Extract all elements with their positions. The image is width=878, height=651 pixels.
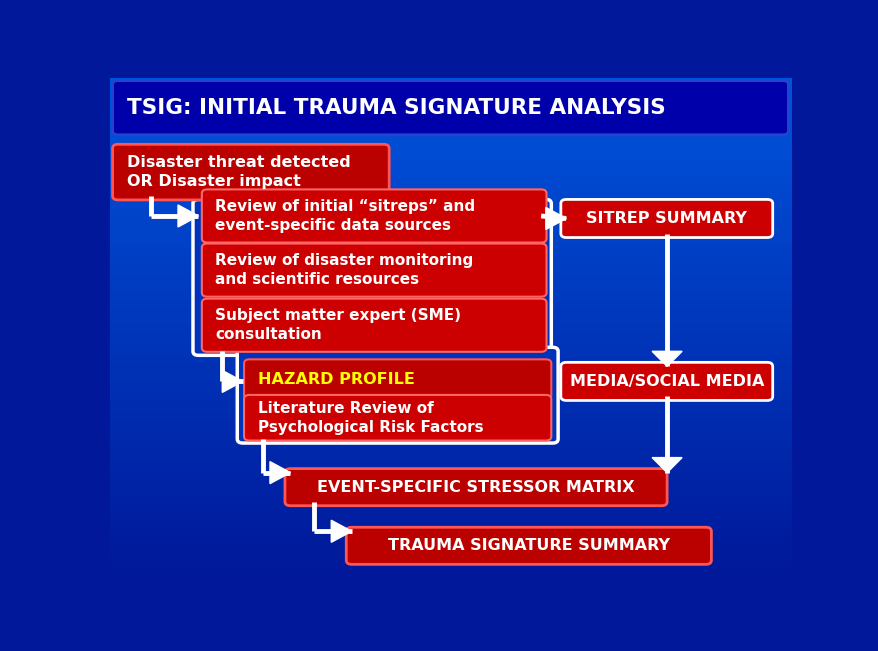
Polygon shape — [545, 208, 565, 230]
FancyBboxPatch shape — [244, 359, 551, 399]
Polygon shape — [331, 520, 351, 542]
Polygon shape — [222, 370, 242, 393]
Text: MEDIA/SOCIAL MEDIA: MEDIA/SOCIAL MEDIA — [569, 374, 763, 389]
FancyBboxPatch shape — [193, 199, 551, 355]
Polygon shape — [651, 458, 681, 473]
FancyBboxPatch shape — [560, 199, 772, 238]
Polygon shape — [177, 205, 198, 227]
Text: SITREP SUMMARY: SITREP SUMMARY — [586, 211, 746, 226]
FancyBboxPatch shape — [202, 189, 546, 243]
Text: EVENT-SPECIFIC STRESSOR MATRIX: EVENT-SPECIFIC STRESSOR MATRIX — [317, 480, 634, 495]
FancyBboxPatch shape — [202, 243, 546, 297]
Text: TRAUMA SIGNATURE SUMMARY: TRAUMA SIGNATURE SUMMARY — [387, 538, 669, 553]
Text: Subject matter expert (SME)
consultation: Subject matter expert (SME) consultation — [215, 309, 461, 342]
Text: Review of initial “sitreps” and
event-specific data sources: Review of initial “sitreps” and event-sp… — [215, 199, 475, 233]
Text: Literature Review of
Psychological Risk Factors: Literature Review of Psychological Risk … — [258, 401, 484, 434]
FancyBboxPatch shape — [284, 469, 666, 506]
FancyBboxPatch shape — [560, 363, 772, 400]
Text: Review of disaster monitoring
and scientific resources: Review of disaster monitoring and scient… — [215, 253, 473, 287]
FancyBboxPatch shape — [346, 527, 710, 564]
FancyBboxPatch shape — [202, 299, 546, 352]
Polygon shape — [651, 352, 681, 367]
FancyBboxPatch shape — [244, 395, 551, 441]
Text: Disaster threat detected
OR Disaster impact: Disaster threat detected OR Disaster imp… — [126, 156, 350, 189]
Text: TSIG: INITIAL TRAUMA SIGNATURE ANALYSIS: TSIG: INITIAL TRAUMA SIGNATURE ANALYSIS — [126, 98, 665, 118]
FancyBboxPatch shape — [112, 145, 389, 200]
Polygon shape — [270, 462, 290, 484]
FancyBboxPatch shape — [112, 81, 788, 135]
Text: HAZARD PROFILE: HAZARD PROFILE — [258, 372, 414, 387]
FancyBboxPatch shape — [237, 347, 558, 443]
